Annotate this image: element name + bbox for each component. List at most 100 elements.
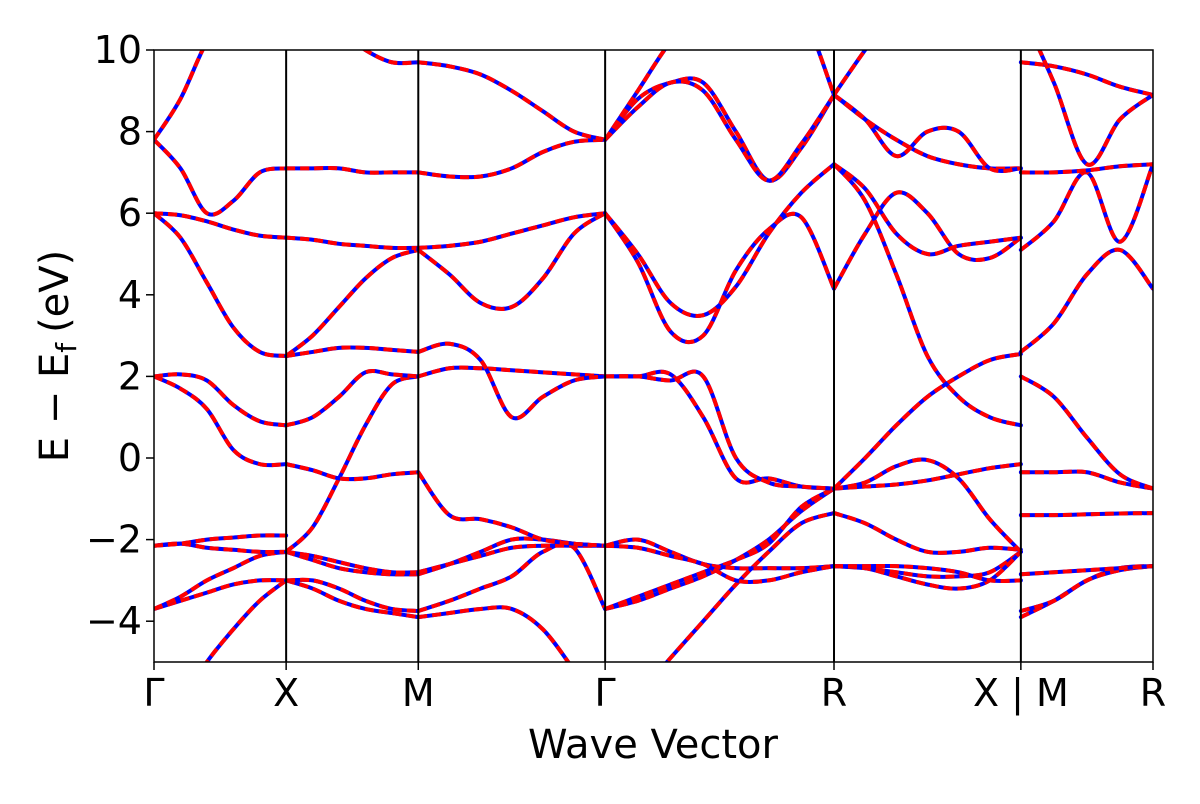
band-line-red-dashed: [605, 543, 835, 584]
band-line-red-dashed: [154, 138, 287, 217]
band-line-blue: [603, 543, 837, 584]
x-tick-label: R: [1140, 671, 1166, 715]
band-line-red-dashed: [1020, 162, 1153, 175]
band-line-red-dashed: [284, 247, 419, 358]
band-line-red-dashed: [1020, 511, 1153, 518]
band-line-red-dashed: [417, 543, 606, 575]
band-line-red-dashed: [285, 368, 419, 428]
band-segment-X-M: [284, 50, 421, 620]
plot-frame: [153, 49, 1154, 663]
band-line-red-dashed: [418, 211, 606, 250]
band-line-red-dashed: [418, 60, 606, 142]
band-line-blue: [603, 162, 837, 318]
band-line-red-dashed: [664, 511, 835, 662]
y-tick-label: 6: [118, 191, 142, 235]
x-axis-label: Wave Vector: [528, 722, 779, 768]
band-line-red-dashed: [154, 372, 287, 428]
band-line-red-dashed: [418, 605, 571, 662]
y-axis-label-unit: (eV): [32, 250, 78, 333]
band-line-blue: [284, 166, 421, 175]
band-line-blue: [603, 369, 837, 491]
band-line-red-dashed: [1020, 564, 1153, 577]
y-axis-ticks: 10 8 6 4 2 0 −2 −4: [86, 28, 154, 643]
x-tick-label: X: [273, 671, 299, 715]
y-tick-label: 0: [118, 436, 142, 480]
band-line-blue: [603, 369, 837, 491]
band-line-red-dashed: [832, 162, 1022, 257]
band-line-red-dashed: [603, 50, 836, 141]
band-line-red-dashed: [603, 76, 836, 183]
band-line-blue: [832, 457, 1023, 554]
band-line-red-dashed: [417, 341, 606, 421]
band-line-red-dashed: [603, 162, 836, 318]
x-tick-label: Γ: [143, 671, 164, 715]
band-line-red-dashed: [604, 537, 835, 571]
band-line-blue: [154, 50, 205, 142]
band-line-red-dashed: [604, 486, 836, 611]
band-line-blue: [1037, 50, 1153, 167]
band-line-red-dashed: [285, 462, 419, 482]
band-line-red-dashed: [154, 549, 287, 611]
band-line-red-dashed: [416, 471, 606, 548]
band-line-red-dashed: [154, 211, 287, 358]
band-line-blue: [603, 211, 837, 345]
band-line-red-dashed: [833, 462, 1022, 491]
band-line-blue: [154, 372, 289, 428]
x-axis-ticks: Γ X M Γ R X | M R: [143, 662, 1166, 716]
band-line-red-dashed: [285, 578, 419, 620]
band-line-blue: [832, 511, 1023, 555]
band-segment-M-R: [1018, 50, 1153, 620]
y-tick-label: 10: [94, 28, 142, 72]
band-line-blue: [416, 211, 608, 311]
band-line-red-dashed: [605, 369, 835, 491]
band-line-red-dashed: [832, 351, 1022, 491]
band-line-blue: [603, 50, 837, 142]
band-line-blue: [1018, 247, 1153, 354]
band-line-blue: [284, 235, 421, 251]
x-tick-label: R: [821, 671, 847, 715]
band-line-red-dashed: [1019, 163, 1153, 252]
y-tick-label: −2: [86, 518, 142, 562]
band-line-red-dashed: [1037, 50, 1153, 167]
bands-layer: [154, 50, 1153, 662]
band-line-blue: [416, 605, 571, 662]
band-line-red-dashed: [417, 541, 607, 613]
band-line-blue: [284, 374, 421, 554]
band-line-red-dashed: [1019, 374, 1153, 491]
band-line-red-dashed: [417, 365, 606, 379]
y-tick-label: −4: [86, 599, 142, 643]
band-line-blue: [416, 60, 608, 142]
band-line-red-dashed: [1020, 469, 1153, 491]
band-line-blue: [416, 470, 608, 548]
band-line-red-dashed: [603, 211, 836, 345]
band-line-blue: [154, 211, 289, 240]
band-line-blue: [284, 247, 421, 358]
band-line-blue: [284, 549, 421, 575]
band-line-blue: [832, 50, 868, 97]
band-segment-Γ-R: [603, 50, 837, 662]
high-symmetry-lines: [285, 50, 1022, 662]
x-tick-label: M: [402, 671, 435, 715]
band-line-blue: [284, 345, 421, 358]
band-line-blue: [154, 533, 289, 548]
band-line-red-dashed: [361, 50, 419, 66]
band-line-red-dashed: [833, 511, 1022, 555]
y-tick-label: 4: [118, 273, 142, 317]
band-segment-Γ-X: [154, 50, 289, 662]
band-line-red-dashed: [833, 457, 1023, 554]
band-line-red-dashed: [832, 93, 1022, 174]
band-line-red-dashed: [605, 369, 835, 491]
band-line-red-dashed: [154, 578, 287, 611]
band-line-blue: [664, 511, 837, 662]
band-line-blue: [361, 50, 421, 66]
band-line-red-dashed: [834, 563, 1021, 583]
band-line-red-dashed: [832, 190, 1023, 290]
y-axis-label: E − Ef (eV): [32, 250, 83, 463]
band-line-red-dashed: [154, 374, 287, 468]
band-line-blue: [832, 162, 1023, 428]
band-line-blue: [603, 537, 837, 571]
band-line-red-dashed: [286, 577, 419, 613]
band-line-red-dashed: [832, 162, 1022, 428]
